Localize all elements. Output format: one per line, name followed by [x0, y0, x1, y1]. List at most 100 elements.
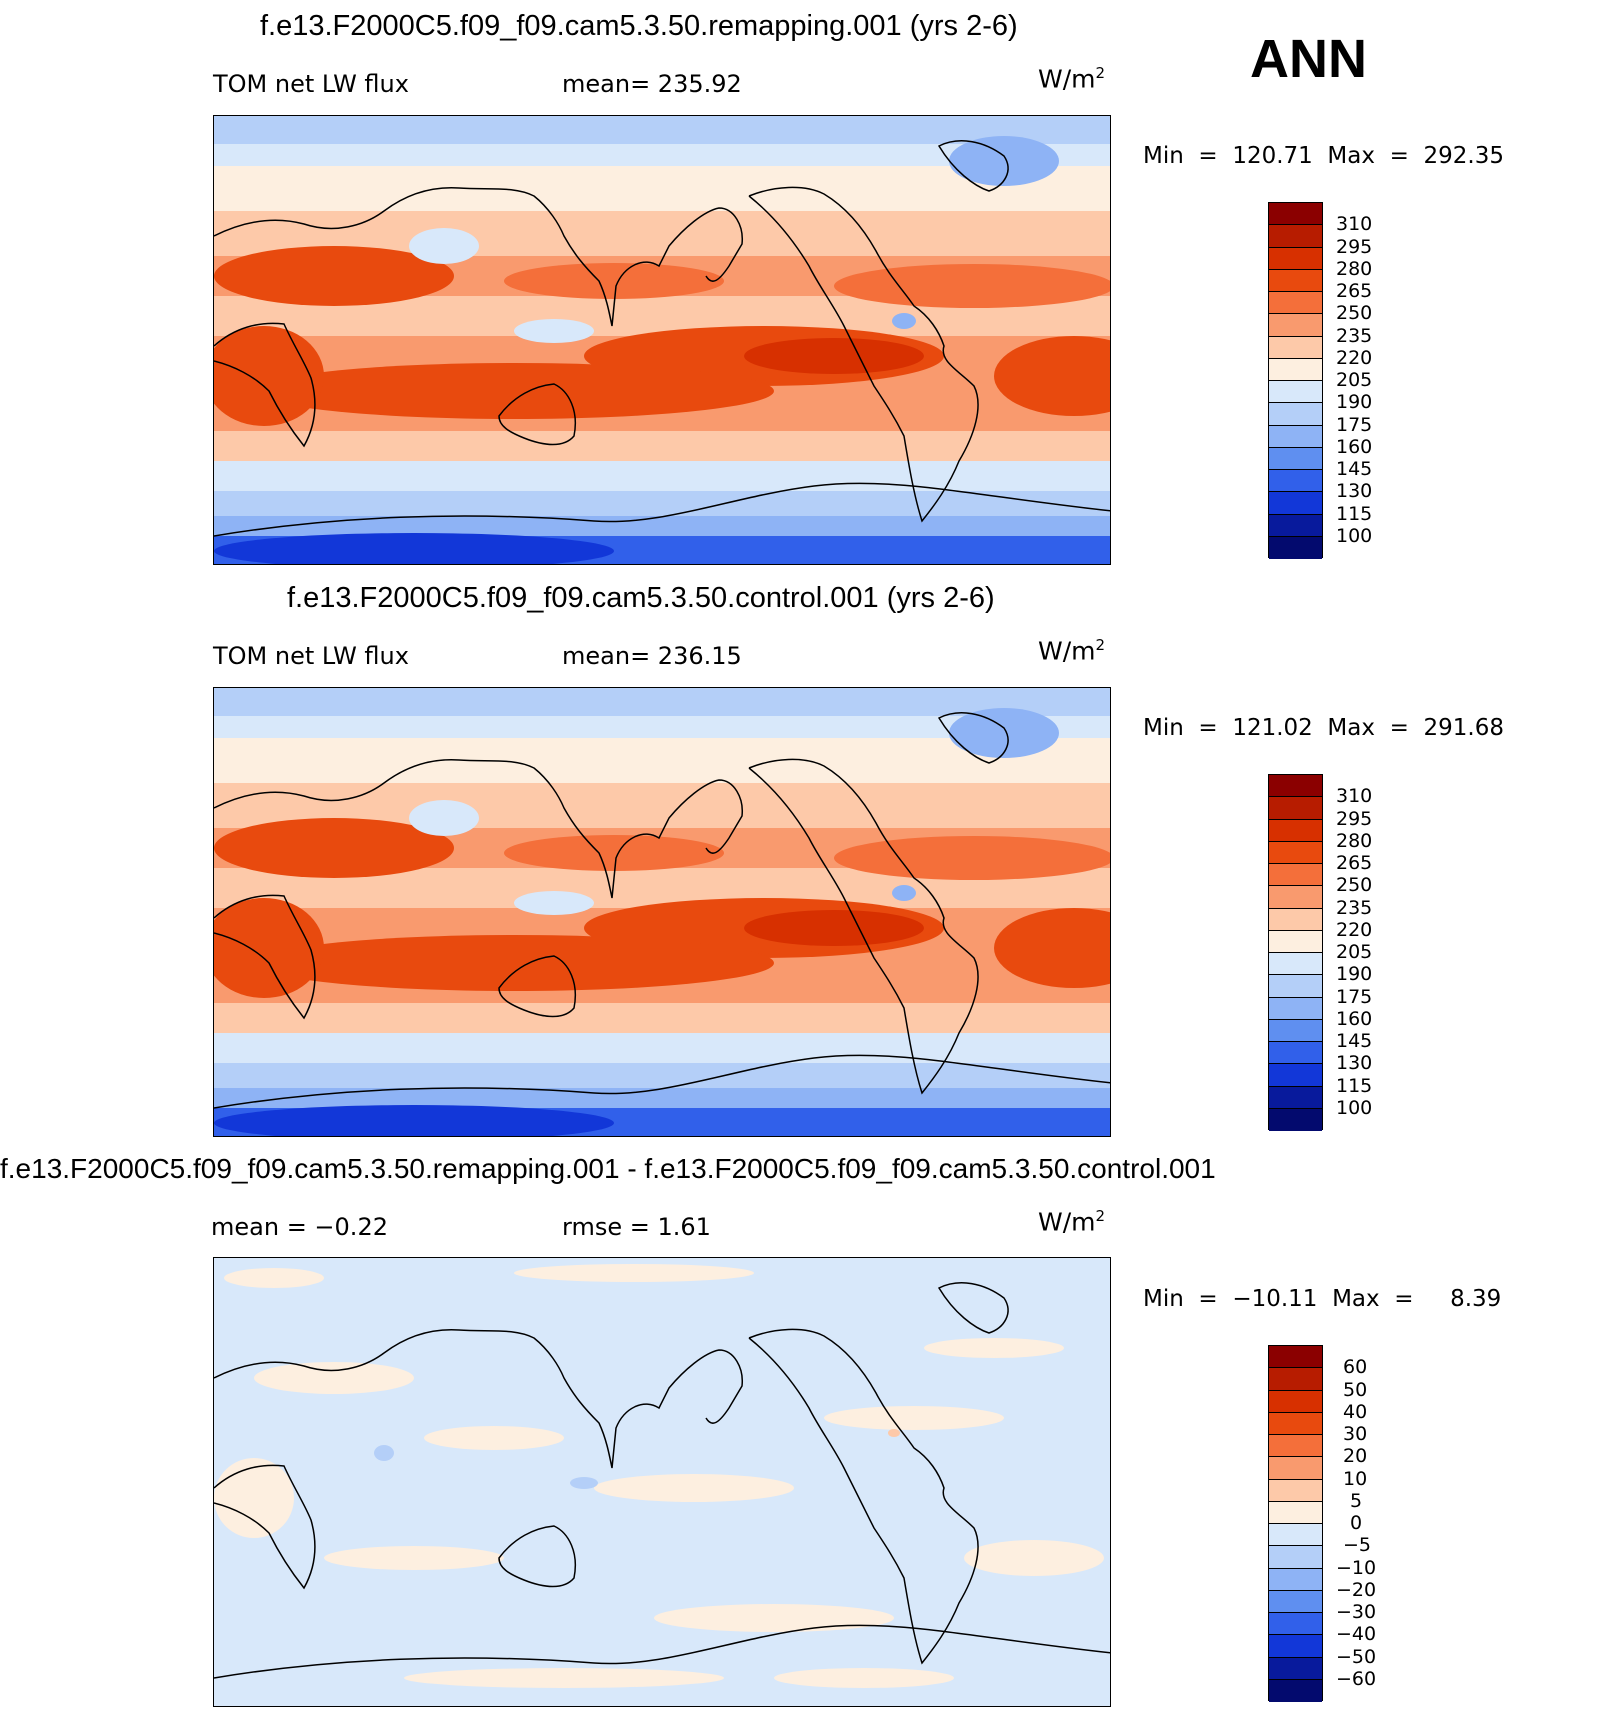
season-label: ANN: [1250, 29, 1367, 89]
colorbar-swatch: [1269, 1479, 1322, 1502]
colorbar-tick-label: −60: [1336, 1667, 1377, 1690]
colorbar-swatch: [1269, 492, 1322, 515]
colorbar-swatch: [1269, 358, 1322, 381]
variable-label: TOM net LW flux: [213, 70, 409, 98]
colorbar-tick-label: 265: [1336, 852, 1373, 874]
colorbar-tick-label: 295: [1336, 235, 1373, 258]
colorbar-tick-label: 100: [1336, 524, 1373, 547]
colorbar-swatch: [1269, 203, 1322, 226]
colorbar-tick-label: 250: [1336, 874, 1373, 897]
colorbar-swatch: [1269, 930, 1322, 953]
colorbar-tick-label: 250: [1336, 302, 1373, 325]
colorbar-swatch: [1269, 247, 1322, 270]
colorbar-tick-label: 60: [1343, 1356, 1368, 1379]
colorbar-tick-label: −10: [1336, 1556, 1377, 1579]
colorbar-swatch: [1269, 336, 1322, 359]
units-label: W/m2: [1038, 636, 1106, 666]
map-remapping: [213, 115, 1111, 565]
colorbar-tick-label: 130: [1336, 480, 1373, 503]
colorbar-tick-label: 145: [1336, 1030, 1373, 1052]
colorbar-tick-label: 310: [1336, 213, 1373, 236]
colorbar-tick-label: 30: [1343, 1423, 1368, 1445]
minmax-label: Min = −10.11 Max = 8.39: [1143, 1286, 1502, 1312]
panel-difference: f.e13.F2000C5.f09_f09.cam5.3.50.remappin…: [0, 1143, 1605, 1713]
panel-remapping: f.e13.F2000C5.f09_f09.cam5.3.50.remappin…: [0, 0, 1605, 570]
units-label: W/m2: [1038, 64, 1106, 94]
map-control: [213, 687, 1111, 1137]
colorbar-swatch: [1269, 514, 1322, 537]
colorbar-swatch: [1269, 403, 1322, 426]
colorbar-swatch: [1269, 1019, 1322, 1042]
colorbar-swatch: [1269, 536, 1322, 559]
colorbar-swatch: [1269, 975, 1322, 998]
colorbar-tick-label: 145: [1336, 458, 1373, 480]
colorbar-tick-label: −30: [1336, 1601, 1377, 1623]
mean-label: mean = −0.22: [211, 1213, 388, 1241]
variable-label: TOM net LW flux: [213, 642, 409, 670]
colorbar-swatch: [1269, 1390, 1322, 1413]
colorbar-tick-label: −50: [1336, 1645, 1377, 1668]
colorbar-swatch: [1269, 1568, 1322, 1591]
colorbar-swatch: [1269, 841, 1322, 864]
colorbar-tick-label: −5: [1343, 1534, 1372, 1557]
colorbar-swatch: [1269, 470, 1322, 493]
colorbar-tick-label: 160: [1336, 1007, 1373, 1030]
panel-control: f.e13.F2000C5.f09_f09.cam5.3.50.control.…: [0, 572, 1605, 1142]
colorbar-tick-label: 115: [1336, 1074, 1373, 1097]
colorbar-swatch: [1269, 886, 1322, 909]
colorbar-swatch: [1269, 1613, 1322, 1636]
colorbar-tick-label: 175: [1336, 413, 1373, 436]
colorbar-tick-label: 205: [1336, 941, 1373, 963]
colorbar-swatch: [1269, 447, 1322, 470]
colorbar-tick-label: 190: [1336, 963, 1373, 986]
mean-label: mean= 235.92: [562, 70, 742, 98]
colorbar-swatch: [1269, 1679, 1322, 1702]
colorbar-swatch: [1269, 1635, 1322, 1658]
colorbar-tick-label: 190: [1336, 391, 1373, 414]
panel-title: f.e13.F2000C5.f09_f09.cam5.3.50.remappin…: [260, 10, 1018, 42]
colorbar-tick-label: 280: [1336, 257, 1373, 280]
panel-title: f.e13.F2000C5.f09_f09.cam5.3.50.remappin…: [0, 1153, 1216, 1184]
colorbar: [1268, 202, 1323, 559]
colorbar-swatch: [1269, 908, 1322, 931]
colorbar-swatch: [1269, 1108, 1322, 1131]
colorbar-swatch: [1269, 269, 1322, 292]
colorbar-tick-label: 235: [1336, 896, 1373, 919]
panel-title: f.e13.F2000C5.f09_f09.cam5.3.50.control.…: [287, 582, 995, 614]
colorbar-swatch: [1269, 819, 1322, 842]
colorbar-tick-label: 0: [1350, 1512, 1363, 1534]
colorbar-swatch: [1269, 1346, 1322, 1369]
colorbar-tick-label: 50: [1343, 1378, 1368, 1401]
colorbar-tick-label: 175: [1336, 985, 1373, 1008]
colorbar-swatch: [1269, 1657, 1322, 1680]
colorbar-swatch: [1269, 1501, 1322, 1524]
map-difference: [213, 1257, 1111, 1707]
colorbar-swatch: [1269, 1457, 1322, 1480]
colorbar-swatch: [1269, 1524, 1322, 1547]
colorbar-tick-label: 10: [1343, 1467, 1368, 1490]
colorbar-tick-label: 205: [1336, 369, 1373, 391]
rmse-label: rmse = 1.61: [562, 1213, 711, 1241]
colorbar-swatch: [1269, 953, 1322, 976]
colorbar-tick-label: 220: [1336, 918, 1373, 941]
colorbar-tick-label: 280: [1336, 829, 1373, 852]
colorbar-swatch: [1269, 864, 1322, 887]
colorbar-swatch: [1269, 225, 1322, 248]
colorbar-tick-label: 5: [1350, 1489, 1363, 1512]
colorbar: [1268, 1345, 1323, 1702]
colorbar-swatch: [1269, 1435, 1322, 1458]
colorbar-swatch: [1269, 797, 1322, 820]
colorbar-tick-label: 220: [1336, 346, 1373, 369]
units-label: W/m2: [1038, 1207, 1106, 1237]
colorbar-swatch: [1269, 997, 1322, 1020]
colorbar-swatch: [1269, 1042, 1322, 1065]
colorbar-tick-label: 310: [1336, 785, 1373, 808]
colorbar-swatch: [1269, 292, 1322, 315]
colorbar-swatch: [1269, 775, 1322, 798]
colorbar-swatch: [1269, 1086, 1322, 1109]
colorbar-swatch: [1269, 425, 1322, 448]
mean-label: mean= 236.15: [562, 642, 742, 670]
colorbar-tick-label: 235: [1336, 324, 1373, 347]
colorbar-tick-label: 20: [1343, 1445, 1368, 1468]
colorbar-tick-label: 160: [1336, 435, 1373, 458]
